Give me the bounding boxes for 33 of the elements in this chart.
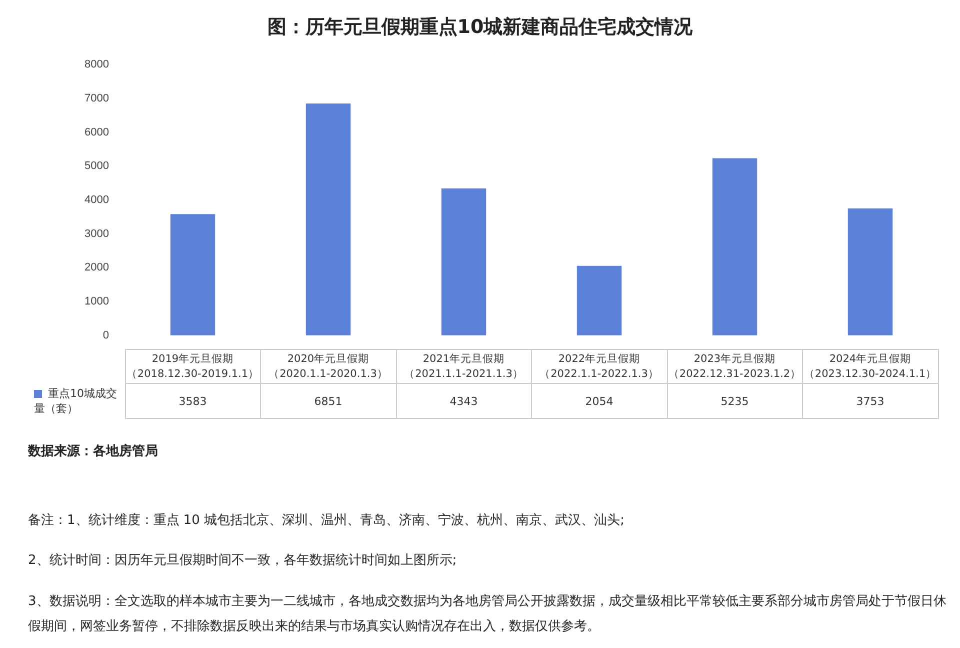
data-label: 2054	[532, 384, 667, 419]
bar	[170, 214, 216, 336]
text: 备注：1、统计维度：重点 10 城包括北京、深圳、温州、青岛、济南、宁波、杭州、南京、武汉、汕头;	[28, 512, 626, 530]
data-label: 3583	[125, 384, 260, 419]
y-tick-label: 2000	[84, 262, 109, 274]
data-label: 3753	[802, 384, 938, 419]
data-label: 6851	[260, 384, 396, 419]
y-tick-label: 5000	[84, 160, 109, 172]
bar	[712, 158, 758, 336]
data-label: 5235	[667, 384, 802, 419]
data-label: 4343	[396, 384, 532, 419]
x-tick-label: 2023年元旦假期（2022.12.31-2023.1.2）	[668, 352, 802, 382]
y-tick-label: 3000	[84, 228, 109, 240]
x-tick-label: 2024年元旦假期（2023.12.30-2024.1.1）	[803, 352, 938, 382]
y-tick-label: 0	[102, 329, 109, 342]
legend-label: 重点10城成交量（套）	[33, 386, 118, 418]
bar	[848, 208, 893, 336]
source-note: 数据来源：各地房管局	[28, 442, 159, 461]
text: 3、数据说明：全文选取的样本城市主要为一二线城市，各地成交数据均为各地房管局公开披露数据，成交量级相比平常较低主要系部分城市房管局处于节假日休假期间，网签业务暂停，不排除数据反映出来的结果与市场真实认购情况存在出入，数据仅供参考。	[28, 593, 948, 636]
chart-title: 图：历年元旦假期重点10城新建商品住宅成交情况	[266, 15, 694, 40]
x-tick-label: 2019年元旦假期（2018.12.30-2019.1.1）	[126, 352, 260, 382]
x-tick-label: 2020年元旦假期（2020.1.1-2020.1.3）	[261, 352, 396, 382]
bar	[306, 103, 351, 336]
bar	[441, 188, 486, 336]
x-tick-label: 2022年元旦假期（2022.1.1-2022.1.3）	[532, 352, 666, 382]
y-tick-label: 7000	[84, 92, 109, 104]
text: 2、统计时间：因历年元旦假期时间不一致，各年数据统计时间如上图所示;	[28, 552, 458, 570]
x-tick-label: 2021年元旦假期（2021.1.1-2021.1.3）	[396, 352, 531, 382]
y-tick-label: 1000	[84, 296, 109, 308]
bar	[576, 266, 622, 336]
y-tick-label: 8000	[84, 58, 109, 71]
y-tick-label: 4000	[84, 194, 109, 206]
y-tick-label: 6000	[84, 126, 109, 138]
